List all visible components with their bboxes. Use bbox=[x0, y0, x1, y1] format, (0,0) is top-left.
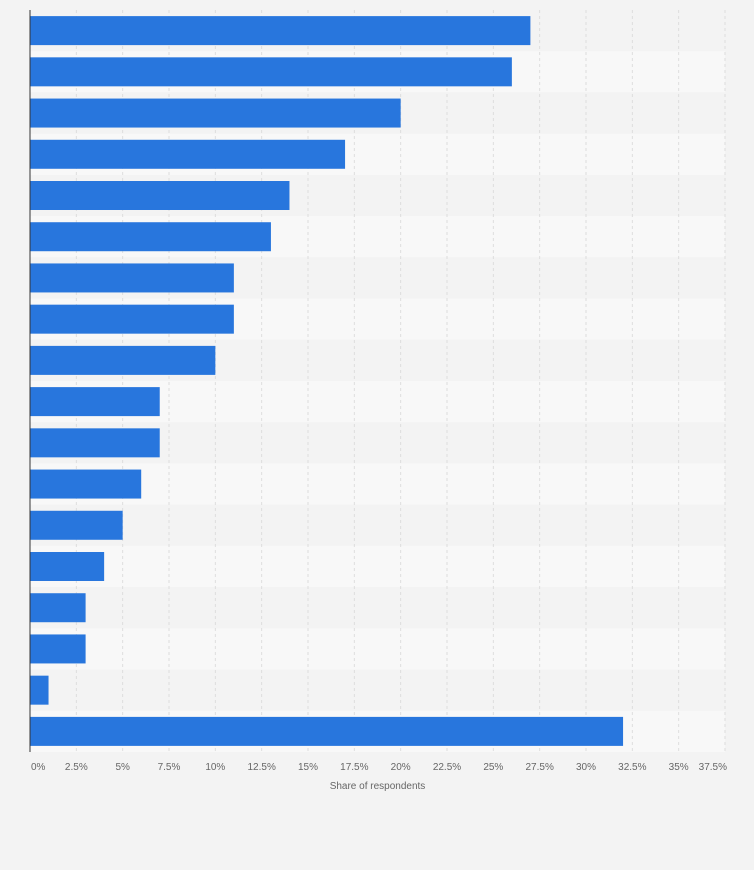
x-tick-label: 25% bbox=[483, 762, 503, 773]
x-tick-label: 17.5% bbox=[340, 762, 368, 773]
row-band bbox=[30, 504, 725, 546]
x-tick-label: 30% bbox=[576, 762, 596, 773]
x-axis-title: Share of respondents bbox=[330, 781, 426, 792]
bar[interactable] bbox=[30, 304, 234, 334]
x-tick-label: 37.5% bbox=[699, 762, 727, 773]
bar[interactable] bbox=[30, 716, 624, 746]
bar[interactable] bbox=[30, 675, 49, 705]
bar[interactable] bbox=[30, 387, 160, 417]
bar[interactable] bbox=[30, 57, 512, 87]
bar[interactable] bbox=[30, 181, 290, 210]
x-tick-label: 2.5% bbox=[65, 762, 88, 773]
x-tick-label: 35% bbox=[669, 762, 689, 773]
bar[interactable] bbox=[30, 263, 234, 293]
row-band bbox=[30, 587, 725, 629]
x-tick-label: 7.5% bbox=[158, 762, 181, 773]
bar[interactable] bbox=[30, 16, 531, 46]
bar[interactable] bbox=[30, 469, 142, 499]
x-tick-label: 15% bbox=[298, 762, 318, 773]
x-tick-label: 27.5% bbox=[525, 762, 553, 773]
x-tick-label: 20% bbox=[391, 762, 411, 773]
x-axis-ticks: 0% 2.5% 5% 7.5% 10% 12.5% 15% 17.5% 20% 22.5% 25% 2… bbox=[31, 762, 727, 773]
x-tick-label: 22.5% bbox=[433, 762, 461, 773]
row-band bbox=[30, 545, 725, 588]
x-tick-label: 10% bbox=[205, 762, 225, 773]
bar[interactable] bbox=[30, 634, 86, 664]
bar[interactable] bbox=[30, 222, 271, 252]
bar[interactable] bbox=[30, 510, 123, 540]
bar[interactable] bbox=[30, 552, 105, 581]
row-band bbox=[30, 669, 725, 711]
bar[interactable] bbox=[30, 345, 216, 375]
x-tick-label: 12.5% bbox=[247, 762, 275, 773]
x-tick-label: 0% bbox=[31, 762, 46, 773]
bar[interactable] bbox=[30, 428, 160, 458]
gridlines bbox=[75, 10, 726, 752]
x-tick-label: 32.5% bbox=[618, 762, 646, 773]
row-band bbox=[30, 628, 725, 670]
bar[interactable] bbox=[30, 593, 86, 623]
row-band bbox=[30, 463, 725, 505]
bar[interactable] bbox=[30, 98, 401, 128]
x-tick-label: 5% bbox=[115, 762, 130, 773]
bar[interactable] bbox=[30, 139, 346, 169]
bars bbox=[30, 16, 624, 746]
